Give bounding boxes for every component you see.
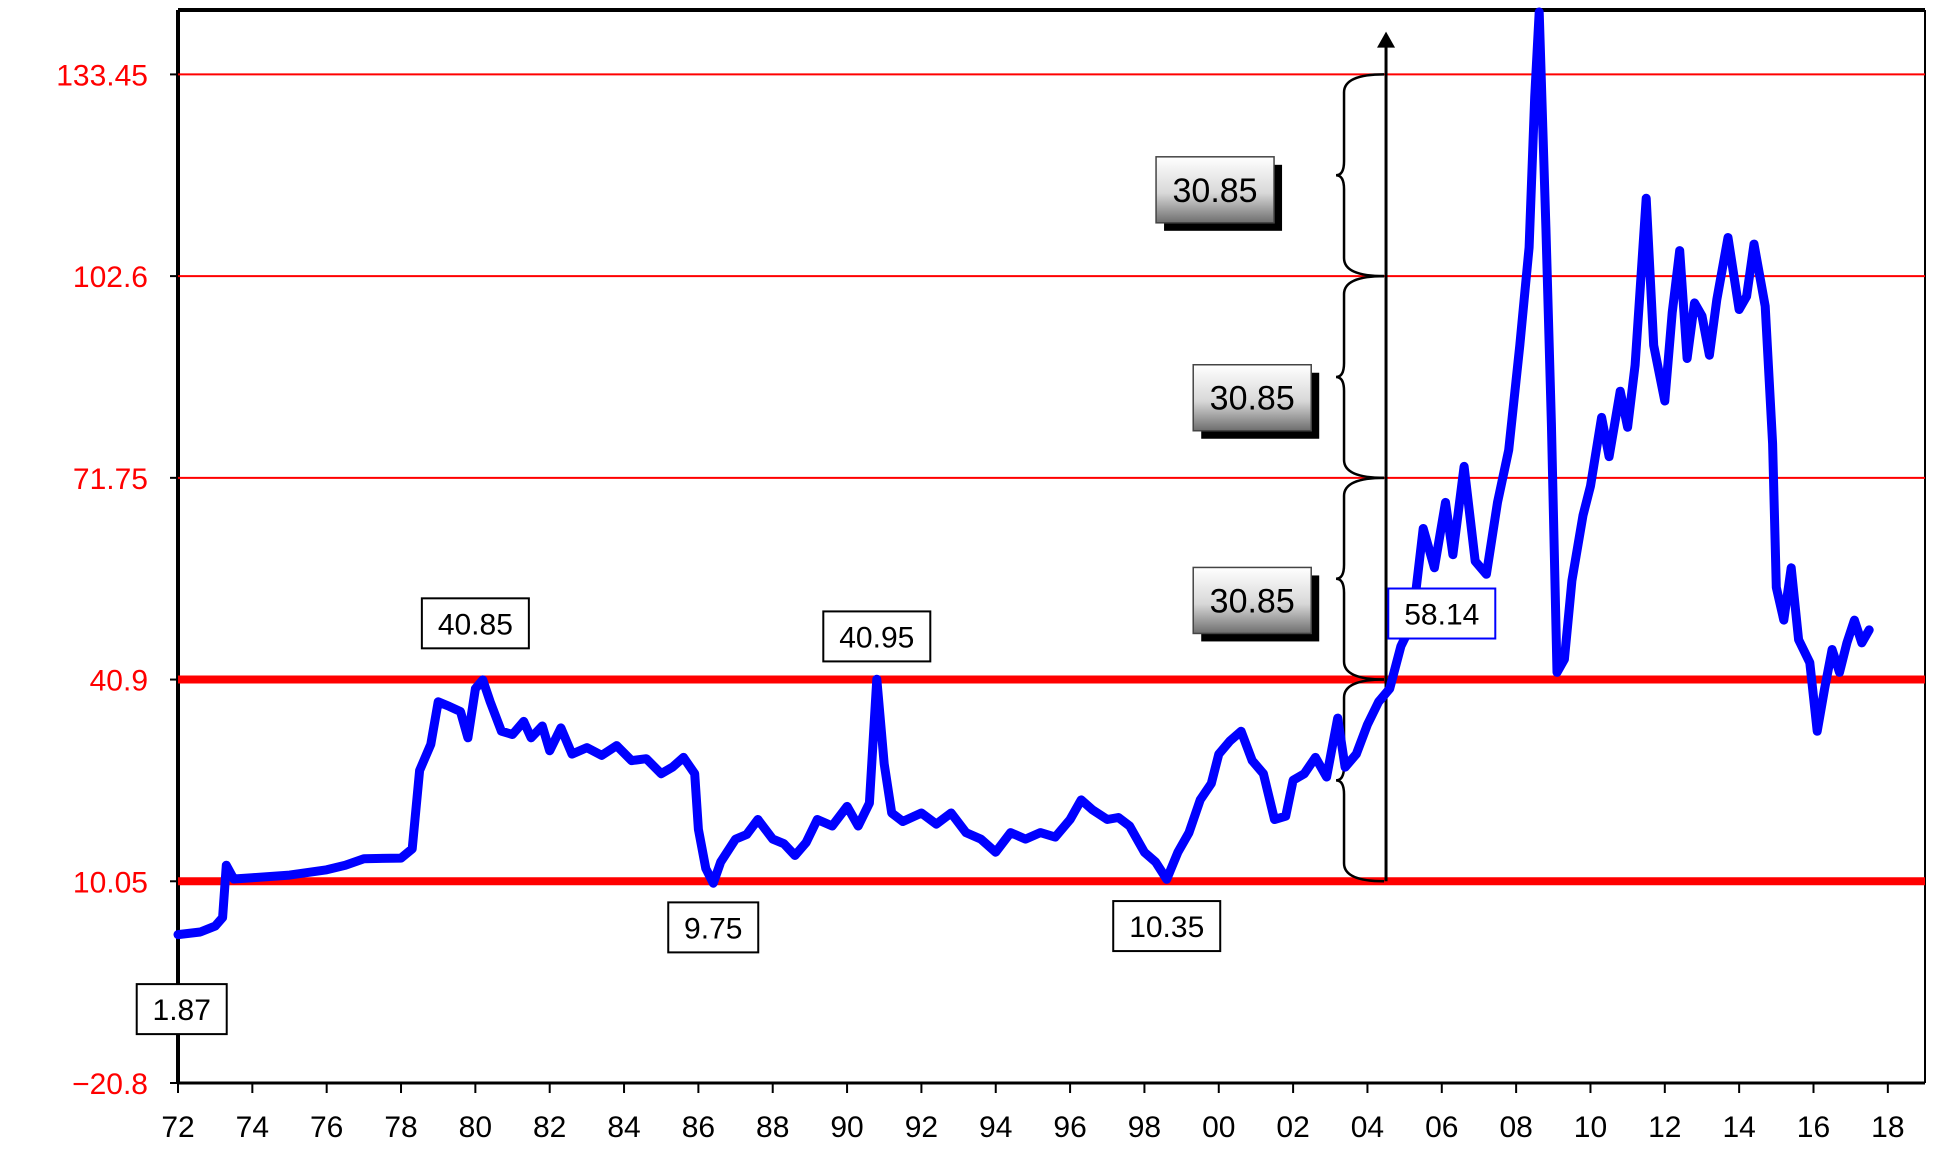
brace-arrow: [1377, 31, 1396, 48]
value-label: 58.14: [1404, 599, 1479, 632]
y-tick-label: 71.75: [73, 463, 148, 496]
value-labels: 1.87 40.85 9.75 40.95 10.35 58.14: [135, 587, 1497, 1036]
y-tick-label: 133.45: [56, 59, 148, 92]
y-tick-label: −20.8: [72, 1068, 148, 1101]
x-tick-label: 82: [533, 1111, 566, 1144]
x-tick-label: 04: [1351, 1111, 1384, 1144]
value-label: 10.35: [1129, 911, 1204, 944]
value-label-box: [667, 901, 760, 954]
value-label: 40.85: [438, 608, 513, 641]
x-tick-label: 84: [607, 1111, 640, 1144]
y-tick-label: 10.05: [73, 866, 148, 899]
value-label: 1.87: [153, 994, 211, 1027]
brace-segment: [1335, 476, 1385, 681]
x-tick-label: 98: [1128, 1111, 1161, 1144]
x-tick-label: 86: [682, 1111, 715, 1144]
value-label-box: [822, 610, 932, 663]
value-label-box: [1112, 900, 1222, 953]
x-tick-label: 12: [1648, 1111, 1681, 1144]
value-label-box: [1387, 587, 1497, 640]
value-label-box: [420, 597, 530, 650]
x-tick-label: 16: [1797, 1111, 1830, 1144]
x-tick-label: 72: [161, 1111, 194, 1144]
x-tick-label: 10: [1574, 1111, 1607, 1144]
x-tick-label: 78: [384, 1111, 417, 1144]
x-tick-label: 92: [905, 1111, 938, 1144]
x-tick-label: 18: [1871, 1111, 1904, 1144]
x-axis-ticks: 72 74 76 78 80 82 84 86 88 90 92 94 96 98 00 02 04 06 08 10…: [161, 1083, 1905, 1144]
x-tick-label: 08: [1499, 1111, 1532, 1144]
range-button: [1192, 363, 1312, 432]
plot-frame: [176, 8, 1926, 1085]
range-button: [1155, 156, 1275, 224]
range-button-label: 30.85: [1210, 380, 1295, 418]
range-button-label: 30.85: [1210, 582, 1295, 620]
x-tick-label: 00: [1202, 1111, 1235, 1144]
value-label-box: [135, 983, 228, 1036]
x-tick-label: 02: [1276, 1111, 1309, 1144]
x-tick-label: 90: [830, 1111, 863, 1144]
brace-segment: [1335, 274, 1385, 480]
y-tick-label: 40.9: [90, 665, 148, 698]
x-tick-label: 94: [979, 1111, 1012, 1144]
gridlines: [178, 73, 1925, 886]
x-tick-label: 80: [459, 1111, 492, 1144]
brace-segment: [1335, 73, 1385, 278]
x-tick-label: 96: [1053, 1111, 1086, 1144]
x-tick-label: 88: [756, 1111, 789, 1144]
range-buttons: 30.85 30.85 30.85: [1155, 156, 1320, 642]
x-tick-label: 14: [1722, 1111, 1755, 1144]
series-line: [173, 7, 1874, 940]
x-tick-label: 76: [310, 1111, 343, 1144]
range-button: [1192, 566, 1312, 635]
value-label: 40.95: [839, 621, 914, 654]
y-axis-ticks: 133.45 102.6 71.75 40.9 10.05 −20.8: [56, 59, 178, 1101]
price-series: [173, 7, 1874, 940]
x-tick-label: 06: [1425, 1111, 1458, 1144]
y-tick-label: 102.6: [73, 261, 148, 294]
value-label: 9.75: [684, 912, 742, 945]
x-tick-label: 74: [236, 1111, 269, 1144]
range-button-label: 30.85: [1173, 172, 1258, 210]
